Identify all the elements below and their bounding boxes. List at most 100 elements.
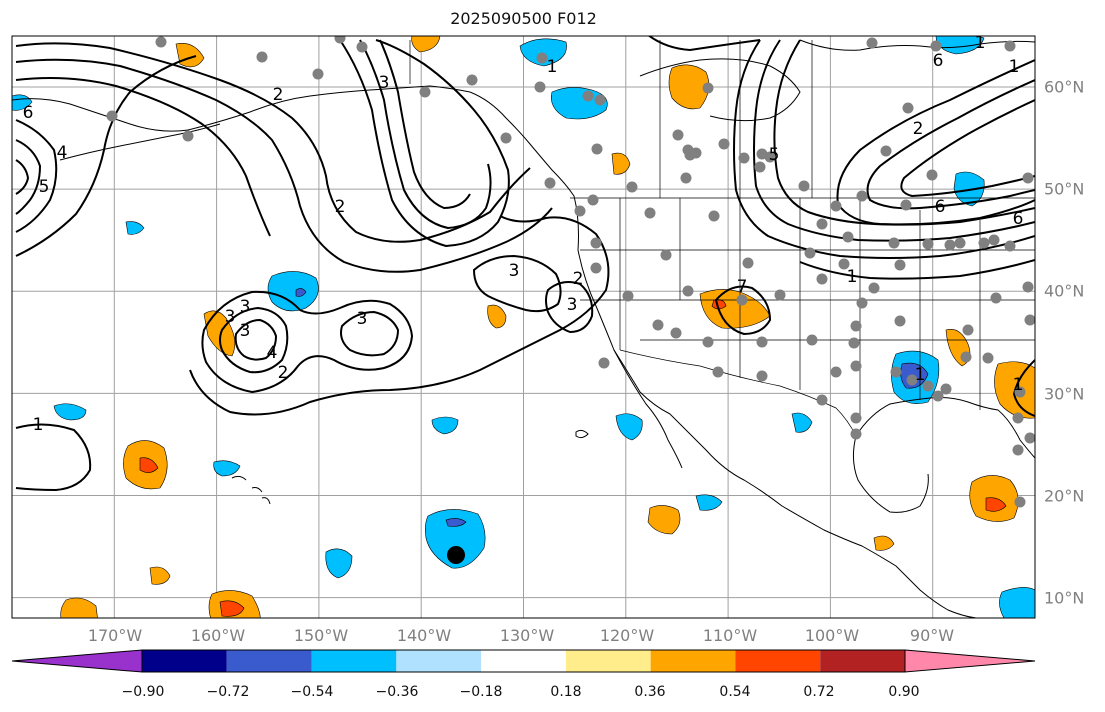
station-marker <box>1022 281 1034 293</box>
shading-patch <box>431 416 459 435</box>
colorbar-segment <box>226 650 312 672</box>
north-america-coast <box>469 91 977 618</box>
contour-label: 2 <box>913 119 924 139</box>
colorbar-tick-label: 0.90 <box>888 684 920 700</box>
station-marker <box>764 151 776 163</box>
station-marker <box>736 294 748 306</box>
contour-label: 3 <box>225 307 236 327</box>
contour-line <box>900 99 1035 198</box>
station-marker <box>1012 412 1024 424</box>
lon-label: 130°W <box>499 626 555 645</box>
station-marker <box>978 237 990 249</box>
shading-patch <box>519 38 567 67</box>
station-marker <box>922 380 934 392</box>
station-marker <box>960 351 972 363</box>
station-marker <box>419 86 431 98</box>
contour-label: 7 <box>737 277 748 297</box>
colorbar-tick-label: −0.36 <box>375 684 419 700</box>
station-marker <box>894 315 906 327</box>
contour-line <box>379 39 471 210</box>
contour-label: 5 <box>39 177 50 197</box>
colorbar-segment <box>565 650 651 672</box>
station-marker <box>926 169 938 181</box>
contour-label: 1 <box>975 33 986 53</box>
contour-line <box>201 290 414 394</box>
shading-patch <box>695 494 723 511</box>
contour-label: 2 <box>273 85 284 105</box>
contour-label: 4 <box>57 143 68 163</box>
lat-label: 60°N <box>1044 77 1085 97</box>
contour-line <box>1012 359 1035 417</box>
station-marker <box>890 366 902 378</box>
yucatan-coast <box>852 435 929 513</box>
coastlines <box>12 39 1035 618</box>
contour-label: 1 <box>915 365 926 385</box>
shading-patch <box>325 548 353 579</box>
shading-patch <box>139 457 159 473</box>
station-marker <box>756 370 768 382</box>
contour-line <box>234 318 278 361</box>
contour-label: 1 <box>33 415 44 435</box>
baja-california-coast <box>613 349 683 469</box>
station-marker <box>626 181 638 193</box>
station-marker <box>106 110 118 122</box>
contour-label: 6 <box>23 103 34 123</box>
contour-line <box>799 259 1035 280</box>
station-marker <box>838 258 850 270</box>
shading-patch <box>611 152 631 175</box>
shading-patch <box>60 597 98 618</box>
contour-label: 6 <box>935 197 946 217</box>
contour-label: 1 <box>1009 57 1020 77</box>
station-marker <box>182 130 194 142</box>
station-marker <box>856 190 868 202</box>
station-marker <box>1022 172 1034 184</box>
station-marker <box>850 412 862 424</box>
contour-label: 3 <box>509 261 520 281</box>
station-markers <box>106 36 1035 508</box>
shading-patch <box>668 64 710 110</box>
lat-label: 20°N <box>1044 486 1085 506</box>
colorbar-tick-label: 0.72 <box>803 684 835 700</box>
shading-patch <box>149 566 171 585</box>
station-marker <box>932 390 944 402</box>
station-marker <box>804 247 816 259</box>
lon-label: 110°W <box>702 626 758 645</box>
shading-patch <box>873 535 895 551</box>
station-marker <box>922 238 934 250</box>
shading-patch <box>411 36 441 53</box>
canada-provinces <box>659 40 813 198</box>
station-marker <box>598 357 610 369</box>
station-marker <box>830 366 842 378</box>
colorbar-tick-label: 0.36 <box>634 684 666 700</box>
colorbar-segment <box>650 650 736 672</box>
station-marker <box>574 205 586 217</box>
hudson-bay-coast <box>639 58 801 122</box>
shading-patch <box>487 304 507 329</box>
station-marker <box>500 132 512 144</box>
colorbar-extend-low <box>11 649 143 673</box>
contour-label-group: 6 5 4 3 3 3 3 4 2 3 2 3 3 2 2 1 1 1 6 5 … <box>23 33 1024 435</box>
contour-lines <box>15 36 1035 492</box>
station-marker <box>1024 314 1035 326</box>
contour-line <box>647 36 761 52</box>
contour-label: 5 <box>769 145 780 165</box>
colorbar-tick-label: −0.72 <box>206 684 250 700</box>
station-marker <box>1012 444 1024 456</box>
contour-label: 1 <box>547 57 558 77</box>
station-marker <box>702 82 714 94</box>
contour-line <box>714 285 772 336</box>
contour-line <box>472 254 562 313</box>
lat-label: 50°N <box>1044 179 1085 199</box>
contour-label: 3 <box>357 309 368 329</box>
shading-patch <box>615 413 643 441</box>
colorbar-segment <box>396 650 482 672</box>
station-marker <box>900 199 912 211</box>
contour-label: 3 <box>567 295 578 315</box>
station-marker <box>1014 496 1026 508</box>
station-marker <box>708 210 720 222</box>
colorbar-segment <box>735 650 821 672</box>
contour-label: 6 <box>933 51 944 71</box>
station-marker <box>1004 240 1016 252</box>
station-marker <box>944 239 956 251</box>
station-marker <box>816 218 828 230</box>
